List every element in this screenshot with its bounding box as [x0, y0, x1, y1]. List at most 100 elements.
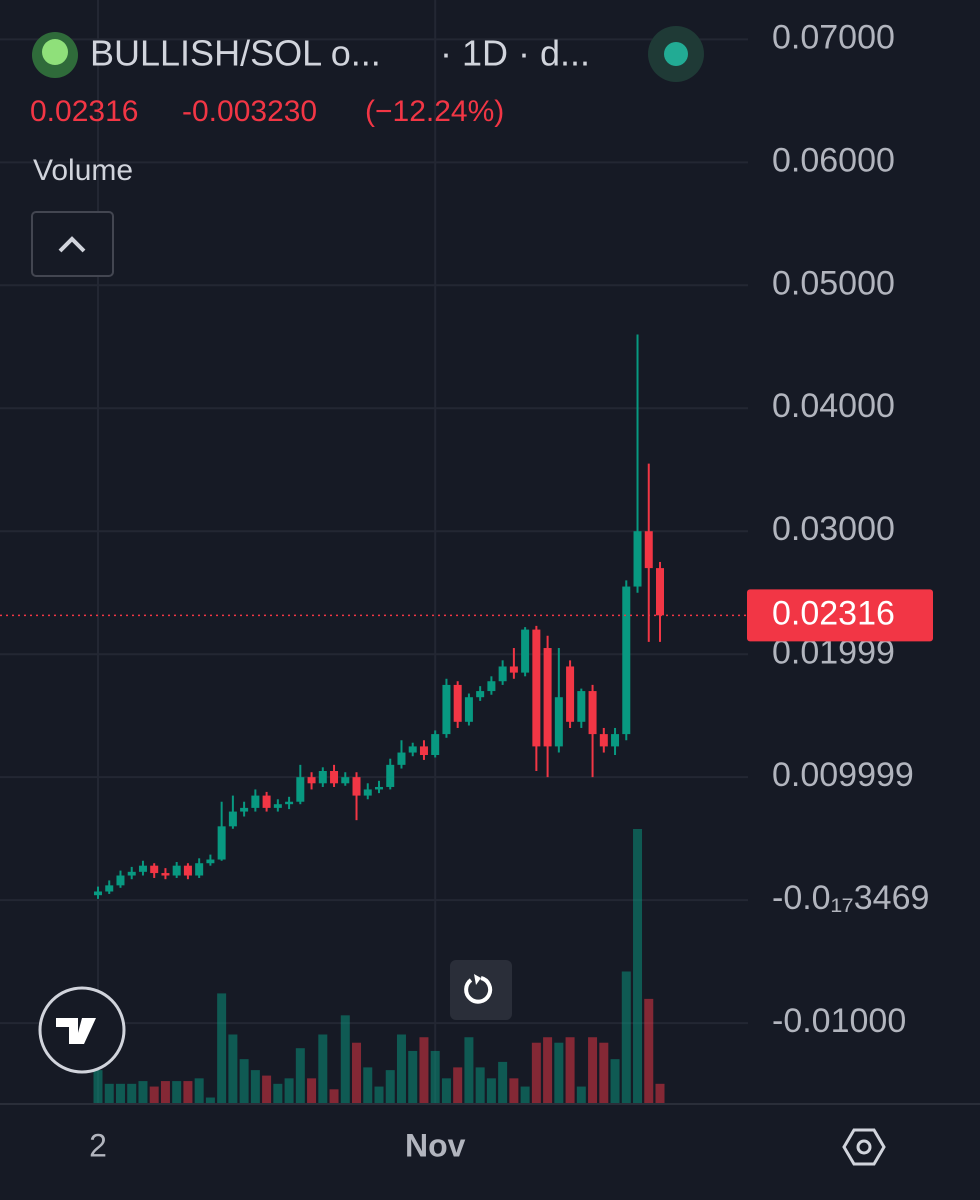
candle-body: [498, 666, 507, 682]
volume-bar: [486, 1078, 496, 1103]
x-tick-label: 2: [89, 1127, 107, 1163]
candle-body: [633, 531, 642, 587]
volume-bar: [228, 1034, 238, 1103]
volume-bar: [498, 1061, 508, 1103]
reset-button[interactable]: [450, 960, 512, 1020]
volume-bar: [554, 1042, 564, 1103]
candle-body: [543, 648, 552, 747]
collapse-button[interactable]: [31, 211, 114, 277]
volume-bar: [621, 971, 631, 1103]
volume-bar: [441, 1078, 451, 1103]
volume-bar: [138, 1081, 148, 1103]
volume-bar: [509, 1078, 519, 1103]
candle-body: [262, 795, 271, 808]
candle-body: [476, 691, 485, 698]
candle-body: [397, 752, 406, 765]
candle-body: [285, 801, 294, 805]
volume-bar: [475, 1067, 485, 1103]
candle-body: [599, 734, 608, 747]
volume-bar: [385, 1070, 395, 1103]
volume-bar: [352, 1042, 362, 1103]
volume-bar: [149, 1086, 159, 1103]
y-tick-label: -0.01000: [772, 1002, 906, 1040]
x-tick-label: Nov: [405, 1127, 466, 1163]
candle-body: [509, 666, 518, 673]
volume-bar: [576, 1086, 586, 1103]
candle-body: [588, 691, 597, 735]
candle-body: [363, 789, 372, 796]
candle-body: [431, 734, 440, 756]
candle-body: [566, 666, 575, 722]
volume-bar: [93, 1070, 103, 1103]
candle-body: [644, 531, 653, 569]
y-tick-label: 0.009999: [772, 756, 914, 794]
last-price-tag-label: 0.02316: [772, 594, 895, 632]
candle-body: [341, 777, 350, 784]
volume-bar: [610, 1059, 620, 1103]
status-dot: [664, 42, 688, 66]
candle-body: [487, 681, 496, 692]
candle-body: [296, 777, 305, 802]
candle-body: [307, 777, 316, 784]
volume-bar: [115, 1083, 125, 1103]
collapse-icon: [58, 236, 86, 253]
candle-body: [554, 697, 563, 747]
volume-bar: [194, 1078, 204, 1103]
last-price: 0.02316: [30, 95, 138, 128]
candle-body: [352, 777, 361, 796]
volume-bar: [655, 1083, 665, 1103]
volume-bar: [396, 1034, 406, 1103]
candle-body: [161, 873, 170, 876]
candle-body: [419, 746, 428, 756]
reset-icon: [464, 976, 493, 1004]
volume-bar: [318, 1034, 328, 1103]
volume-bar: [205, 1097, 215, 1103]
y-tick-label: 0.06000: [772, 141, 895, 179]
volume-bar: [644, 998, 654, 1103]
candle-body: [240, 807, 249, 812]
avatar-face: [42, 39, 68, 65]
candle-body: [330, 770, 339, 784]
volume-bar: [588, 1037, 598, 1103]
volume-bar: [307, 1078, 317, 1103]
candle-body: [183, 865, 192, 876]
candle-body: [521, 629, 530, 673]
candle-body: [127, 871, 136, 876]
volume-bar: [250, 1070, 260, 1103]
volume-bar: [239, 1059, 249, 1103]
logo-glyph: [56, 1018, 96, 1044]
volume-bar: [374, 1086, 384, 1103]
last-price-tag: [747, 589, 933, 642]
y-tick-label: 0.07000: [772, 18, 895, 56]
candle-body: [217, 826, 226, 860]
volume-bar: [217, 993, 227, 1103]
candle-body: [611, 734, 620, 747]
plot: [0, 334, 748, 1103]
price-change: -0.003230: [182, 95, 317, 128]
candle-body: [318, 770, 327, 784]
volume-bar: [419, 1037, 429, 1103]
volume-bar: [543, 1037, 553, 1103]
volume-bar: [520, 1086, 530, 1103]
candle-body: [656, 568, 664, 616]
volume-bar: [172, 1081, 182, 1103]
candle-body: [116, 875, 125, 886]
interval: · 1D · d...: [440, 33, 590, 74]
volume-bar: [453, 1067, 463, 1103]
volume-bar: [408, 1050, 418, 1103]
candle-body: [150, 865, 159, 874]
candle-body: [105, 885, 114, 892]
candle-body: [375, 786, 383, 790]
candle-body: [453, 684, 462, 722]
candle-body: [94, 891, 102, 896]
y-tick-label: 0.04000: [772, 387, 895, 425]
volume-bar: [633, 829, 643, 1103]
volume-bar: [262, 1075, 272, 1103]
volume-bar: [183, 1081, 193, 1103]
settings-icon[interactable]: [842, 1128, 886, 1166]
volume-bar: [127, 1083, 137, 1103]
volume-bar: [329, 1089, 339, 1103]
candle-body: [251, 795, 260, 808]
volume-bar: [295, 1048, 305, 1103]
